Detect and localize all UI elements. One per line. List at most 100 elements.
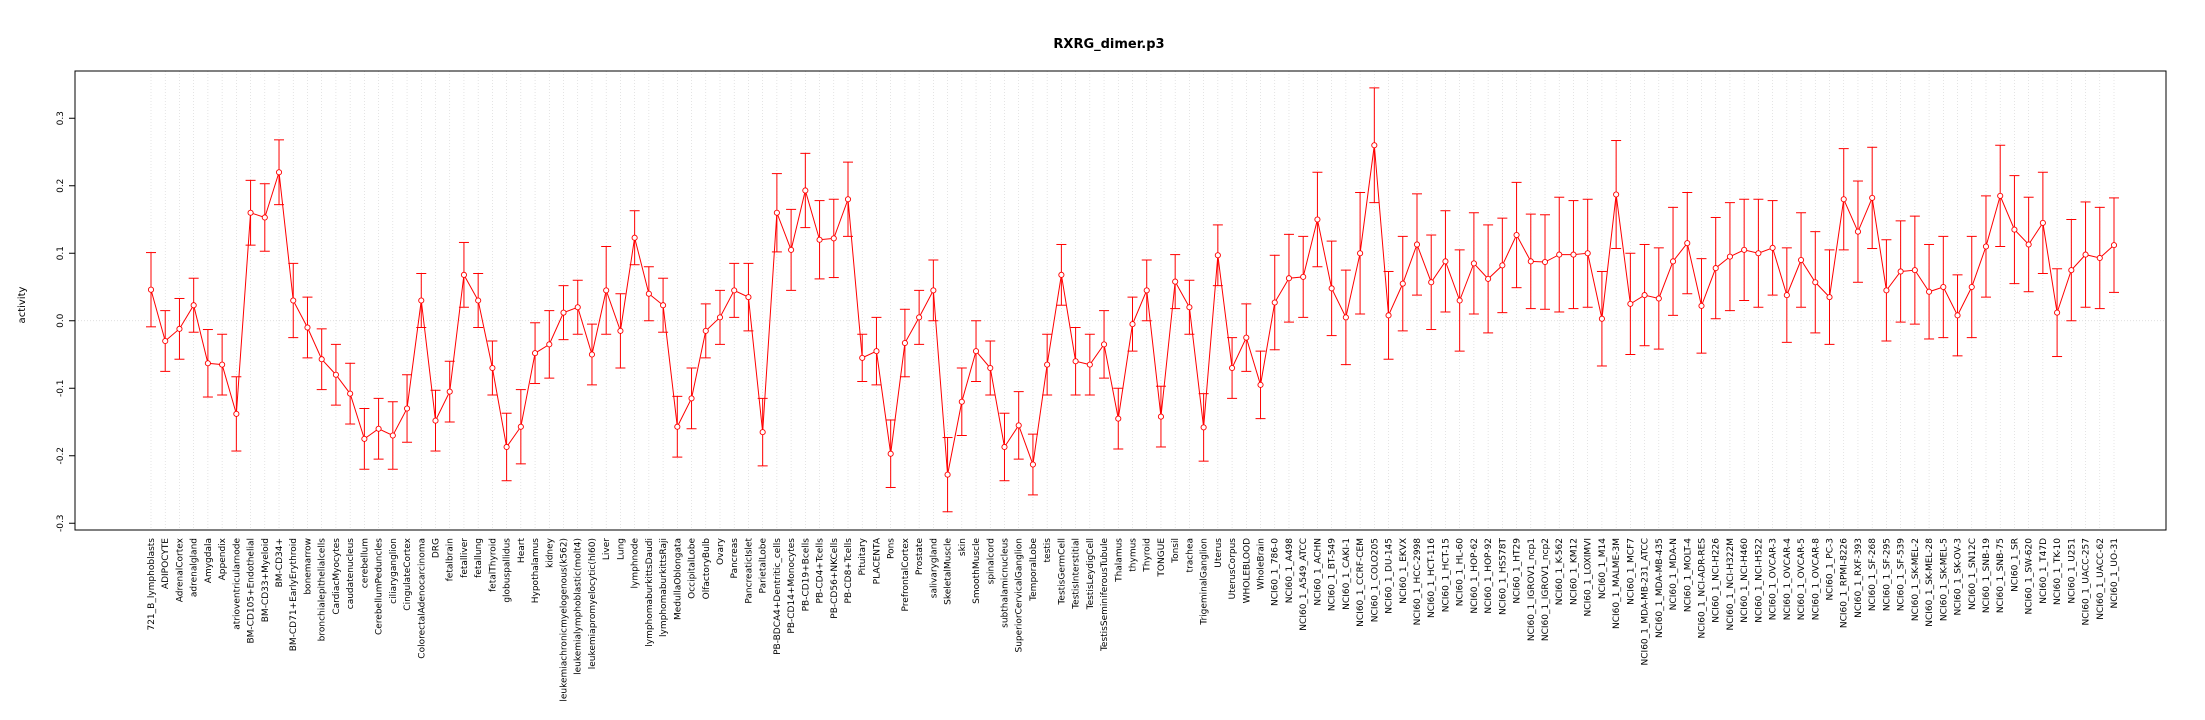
x-tick-label: NCI60_1_SW-620 xyxy=(2025,538,2035,615)
x-tick-label: NCI60_1_COLO205 xyxy=(1370,538,1380,622)
x-tick-label: Pons xyxy=(887,538,897,559)
x-tick-label: TrigeminalGanglion xyxy=(1200,538,1210,626)
data-point xyxy=(219,361,226,368)
data-point xyxy=(560,309,567,316)
data-point xyxy=(1741,246,1748,253)
x-tick-label: PB-CD8+Tcells xyxy=(844,538,854,604)
data-point xyxy=(2068,267,2075,274)
data-point xyxy=(972,348,980,355)
data-point xyxy=(1798,256,1805,264)
x-tick-label: NCI60_1_KM12 xyxy=(1569,538,1579,605)
x-tick-label: ColorectalAdenocarcinoma xyxy=(417,538,427,659)
x-tick-label: leukemiapromyelocytic(hl60) xyxy=(588,538,598,669)
data-point xyxy=(1499,262,1506,269)
x-tick-label: BM-CD71+EarlyErythroid xyxy=(289,538,299,651)
data-point xyxy=(1812,279,1819,286)
data-point xyxy=(1869,194,1876,201)
x-tick-label: NCI60_1_A498 xyxy=(1285,538,1295,603)
x-tick-label: Pancreas xyxy=(730,538,740,579)
x-tick-label: NCI60_1_SK-MEL-2 xyxy=(1911,538,1921,621)
x-tick-label: NCI60_1_HCC-2998 xyxy=(1413,538,1423,626)
data-point xyxy=(2011,226,2018,233)
data-point xyxy=(1285,275,1293,282)
x-tick-label: salivarygland xyxy=(929,538,939,598)
data-point xyxy=(1669,258,1677,265)
x-tick-label: SmoothMuscle xyxy=(972,538,982,604)
data-point xyxy=(574,304,581,311)
data-point xyxy=(1015,422,1022,429)
y-tick-label: 0.1 xyxy=(56,246,66,260)
data-point xyxy=(1186,304,1193,311)
data-point xyxy=(1413,241,1421,248)
x-tick-label: NCI60_1_M14 xyxy=(1598,538,1608,599)
data-point xyxy=(1243,334,1250,341)
data-point xyxy=(1271,299,1278,306)
x-tick-label: CingulateCortex xyxy=(403,537,413,610)
x-tick-label: leukemialymphoblastic(molt4) xyxy=(574,538,584,675)
data-point xyxy=(532,350,539,357)
data-point xyxy=(887,450,894,457)
data-point xyxy=(1940,283,1947,291)
x-tick-label: NCI60_1_PC-3 xyxy=(1826,538,1836,601)
x-tick-label: Uterus xyxy=(1214,538,1224,568)
x-tick-label: NCI60_1_SF-268 xyxy=(1868,538,1878,611)
x-tick-label: subthalamicnucleus xyxy=(1000,538,1010,628)
x-tick-label: TemporalLobe xyxy=(1029,538,1039,602)
x-tick-label: NCI60_1_T47D xyxy=(2039,538,2049,604)
data-point xyxy=(1328,285,1335,292)
y-tick-label: 0.2 xyxy=(56,179,66,193)
x-tick-label: DRG xyxy=(431,538,441,558)
data-point xyxy=(1911,267,1918,274)
data-point xyxy=(1954,312,1961,319)
data-point xyxy=(162,337,169,345)
data-point xyxy=(1357,250,1364,257)
data-point xyxy=(759,429,766,436)
x-tick-label: Amygdala xyxy=(204,538,214,583)
data-point xyxy=(788,246,795,253)
x-tick-label: ciliaryganglion xyxy=(389,538,399,604)
data-point xyxy=(1627,300,1634,307)
data-point xyxy=(1926,288,1933,295)
data-point xyxy=(1513,231,1520,239)
data-point xyxy=(204,360,211,367)
x-tick-label: UterusCorpus xyxy=(1228,538,1238,600)
x-tick-label: Tonsil xyxy=(1171,538,1181,564)
x-tick-label: NCI60_1_RXF-393 xyxy=(1854,538,1864,618)
data-point xyxy=(489,364,496,372)
x-tick-label: NCI60_1_CAKI-1 xyxy=(1342,538,1352,610)
x-tick-label: TestisGermCell xyxy=(1057,538,1067,606)
data-point xyxy=(1854,228,1862,235)
data-point xyxy=(1058,271,1065,278)
plot-frame xyxy=(74,70,2167,531)
x-tick-label: NCI60_1_OVCAR-8 xyxy=(1811,538,1821,621)
x-tick-label: NCI60_1_MDA-MB-231_ATCC xyxy=(1641,538,1651,665)
x-tick-label: NCI60_1_EKVX xyxy=(1399,538,1409,604)
data-point xyxy=(688,395,695,402)
x-tick-label: NCI60_1_SNB-19 xyxy=(1982,538,1992,613)
x-tick-label: NCI60_1_NCI-H226 xyxy=(1712,538,1722,623)
data-point xyxy=(261,214,268,221)
x-tick-label: Hypothalamus xyxy=(531,538,541,604)
x-tick-label: NCI60_1_HT29 xyxy=(1513,538,1523,604)
x-tick-label: Prostate xyxy=(915,538,925,576)
data-point xyxy=(418,297,425,304)
data-point xyxy=(1655,295,1662,302)
grid xyxy=(75,71,2166,530)
x-tick-label: NCI60_1_ACHN xyxy=(1313,538,1323,606)
data-point xyxy=(901,339,908,347)
x-tick-label: NCI60_1_SF-539 xyxy=(1897,538,1907,611)
data-point xyxy=(1883,287,1890,294)
data-point xyxy=(1840,196,1847,203)
error-bars xyxy=(146,87,2119,513)
data-point xyxy=(588,351,596,358)
x-tick-label: NCI60_1_UACC-62 xyxy=(2096,538,2106,620)
x-tick-label: WHOLEBLOOD xyxy=(1242,538,1252,603)
data-point xyxy=(247,209,254,216)
x-tick-label: NCI60_1_OVCAR-5 xyxy=(1797,538,1807,620)
x-tick-label: Appendix xyxy=(218,537,228,580)
data-point xyxy=(1470,260,1477,267)
x-tick-label: NCI60_1_786-0 xyxy=(1271,538,1281,606)
data-point xyxy=(1129,321,1136,328)
y-axis: -0.3 -0.2 -0.1 0.0 0.1 0.2 0.3 xyxy=(56,111,76,532)
y-tick-label: -0.3 xyxy=(56,514,66,532)
